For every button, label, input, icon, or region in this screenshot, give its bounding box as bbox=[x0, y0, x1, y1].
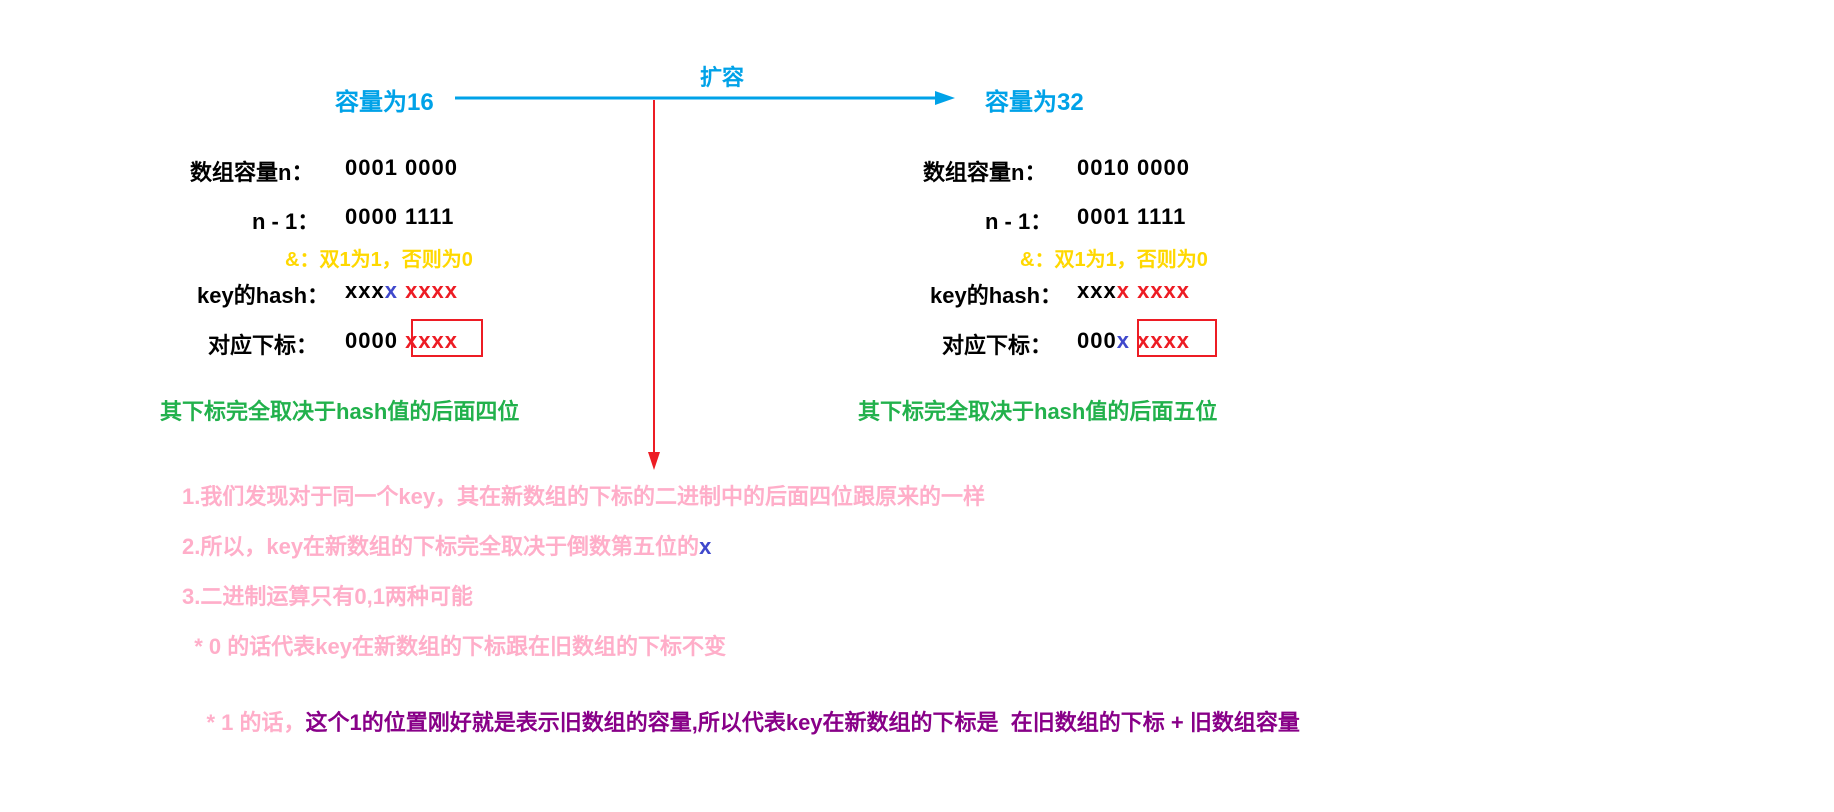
right-green-note: 其下标完全取决于hash值的后面五位 bbox=[858, 394, 1217, 426]
left-hash-value: xxxx xxxx bbox=[345, 278, 458, 304]
left-nminus1-value: 0000 1111 bbox=[345, 204, 454, 230]
left-hash-label: key的hash： bbox=[197, 278, 329, 310]
right-capacity-value: 0010 0000 bbox=[1077, 155, 1190, 181]
right-hash-label: key的hash： bbox=[930, 278, 1062, 310]
note-line-1: 1.我们发现对于同一个key，其在新数组的下标的二进制中的后面四位跟原来的一样 bbox=[182, 479, 985, 511]
split-arrow bbox=[647, 100, 661, 470]
right-hash-value: xxxx xxxx bbox=[1077, 278, 1190, 304]
right-index-label: 对应下标： bbox=[942, 328, 1052, 360]
left-green-note: 其下标完全取决于hash值的后面四位 bbox=[160, 394, 519, 426]
left-capacity-value: 0001 0000 bbox=[345, 155, 458, 181]
right-nminus1-label: n - 1： bbox=[985, 204, 1052, 236]
note-line-3: 3.二进制运算只有0,1两种可能 bbox=[182, 579, 473, 611]
left-capacity-label: 数组容量n： bbox=[190, 155, 313, 187]
note-line-5: * 1 的话，这个1的位置刚好就是表示旧数组的容量,所以代表key在新数组的下标… bbox=[182, 679, 1300, 737]
right-title: 容量为32 bbox=[985, 82, 1084, 117]
left-index-box bbox=[411, 319, 483, 357]
left-title: 容量为16 bbox=[335, 82, 434, 117]
right-nminus1-value: 0001 1111 bbox=[1077, 204, 1186, 230]
note-line-2: 2.所以，key在新数组的下标完全取决于倒数第五位的x bbox=[182, 529, 711, 561]
left-nminus1-label: n - 1： bbox=[252, 204, 319, 236]
right-and-note: &：双1为1，否则为0 bbox=[1020, 243, 1208, 272]
note-line-4: * 0 的话代表key在新数组的下标跟在旧数组的下标不变 bbox=[182, 629, 726, 661]
expand-label: 扩容 bbox=[700, 60, 744, 92]
left-and-note: &：双1为1，否则为0 bbox=[285, 243, 473, 272]
right-capacity-label: 数组容量n： bbox=[923, 155, 1046, 187]
right-index-box bbox=[1137, 319, 1217, 357]
left-index-label: 对应下标： bbox=[208, 328, 318, 360]
